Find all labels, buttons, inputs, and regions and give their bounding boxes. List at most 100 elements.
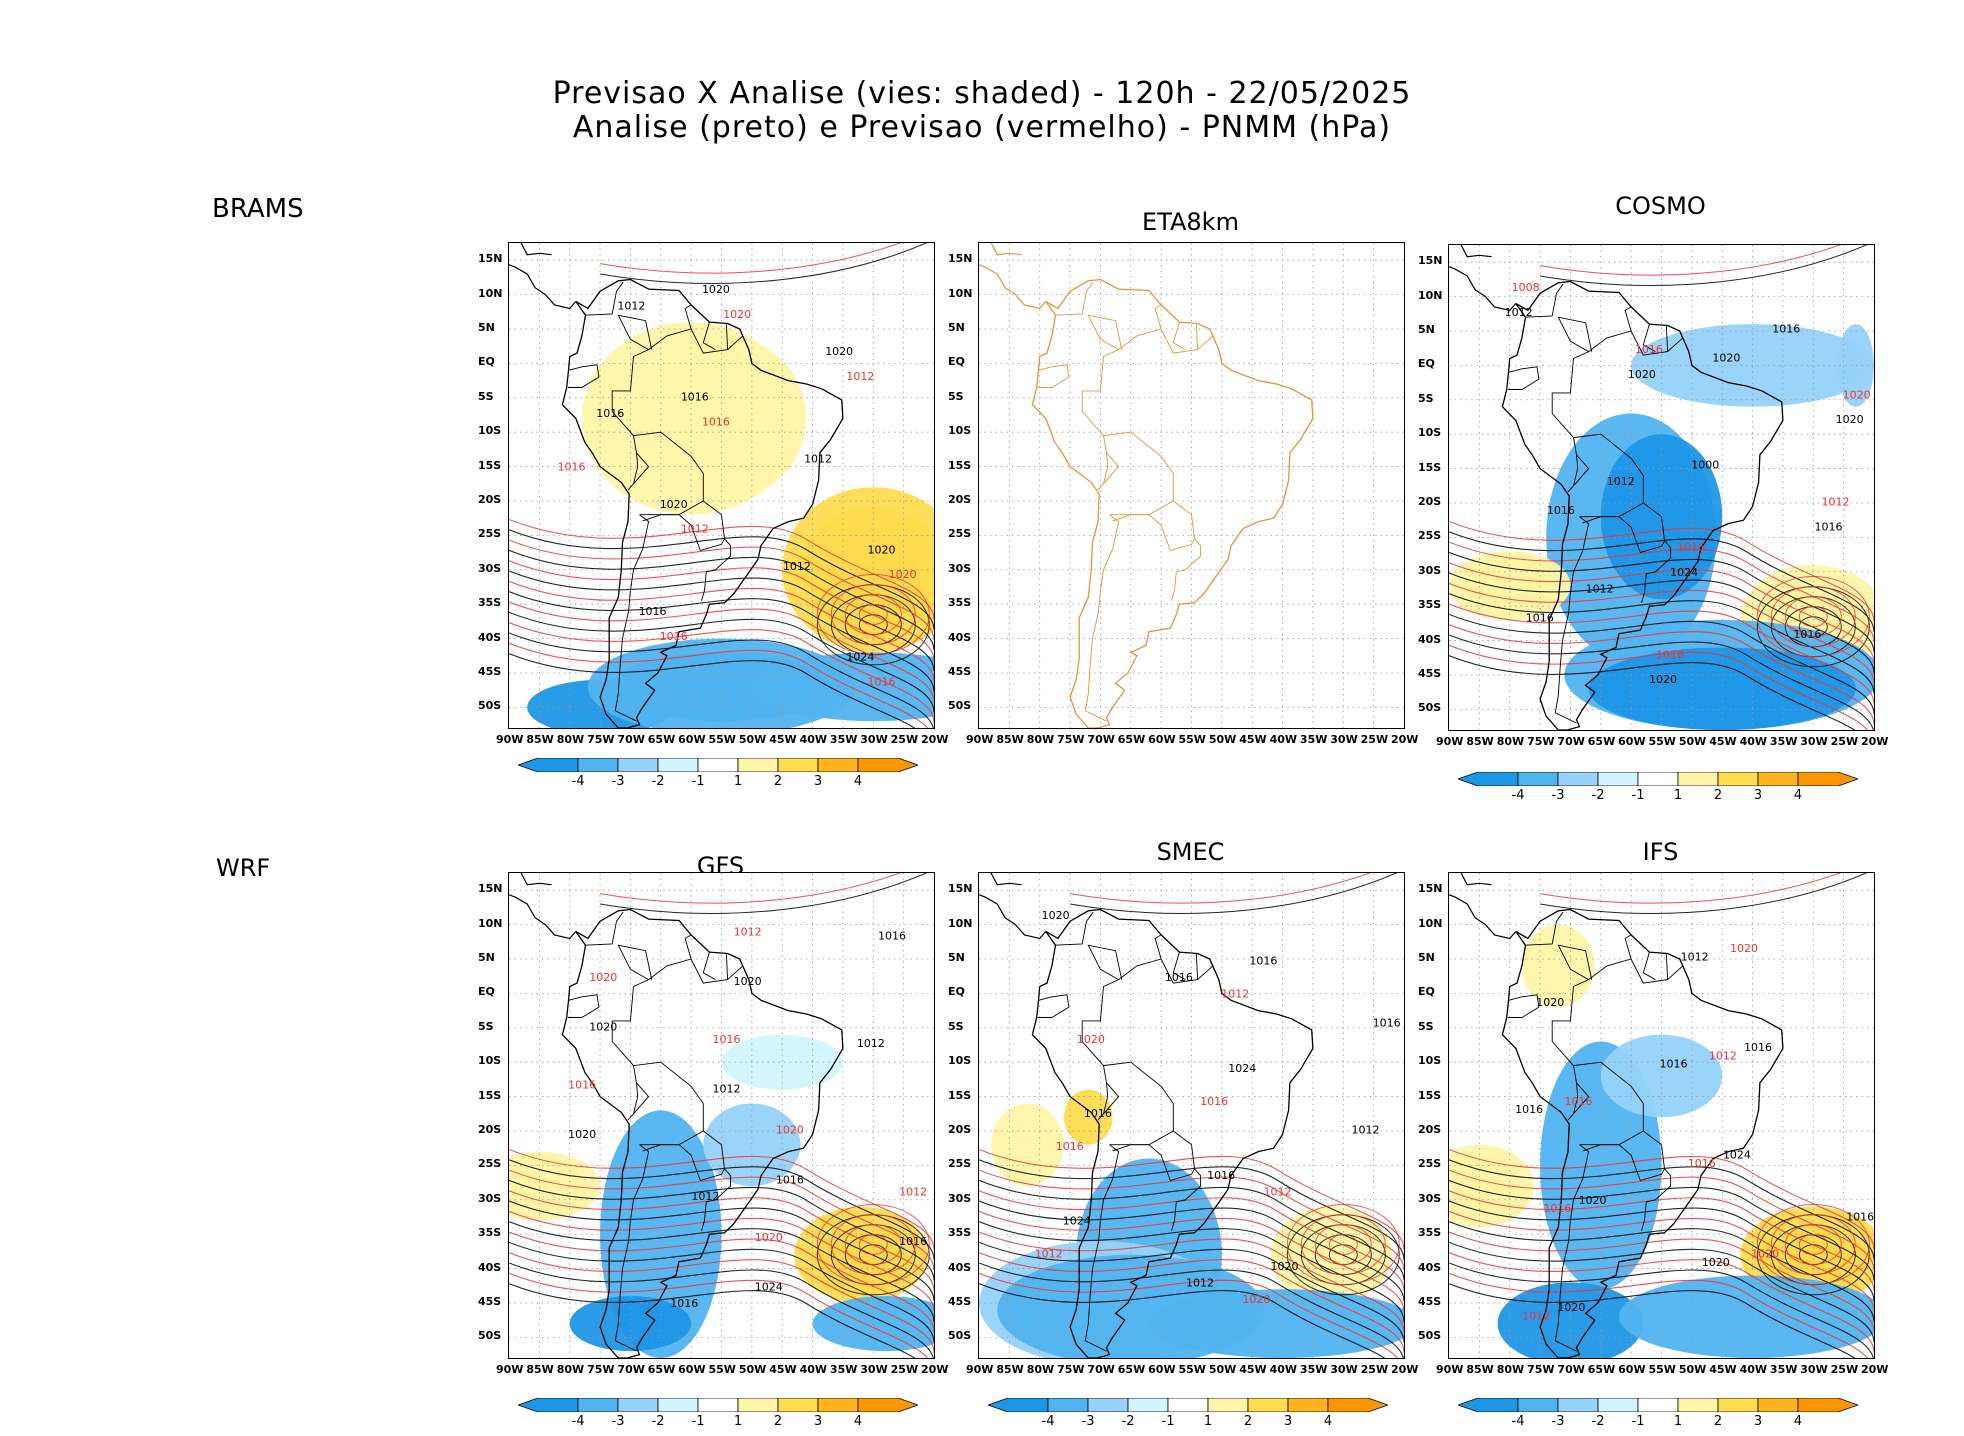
lat-tick-label: 15S	[1418, 460, 1442, 474]
lon-tick-label: 50W	[1678, 735, 1707, 748]
country-border	[678, 1144, 725, 1182]
coastline	[561, 908, 844, 1358]
colorbar-swatch	[1797, 1398, 1858, 1412]
row-label-wrf: WRF	[216, 854, 271, 882]
lon-tick-label: 40W	[1269, 733, 1298, 746]
isobar-forecast	[509, 642, 929, 728]
colorbar-tick-label: 1	[1673, 788, 1683, 803]
lon-tick-label: 60W	[1618, 735, 1646, 748]
colorbar-cosmo: -4 -3 -2 -1 1 2 3 4	[1458, 772, 1858, 808]
lon-tick-label: 70W	[1087, 733, 1115, 746]
isobar-forecast	[1449, 582, 1874, 684]
colorbar-swatch	[617, 758, 659, 772]
isobar-analysis	[599, 873, 928, 914]
lon-tick-label: 50W	[738, 733, 767, 746]
lat-tick-label: 20S	[1418, 494, 1442, 508]
colorbar-tick-label: 4	[1793, 1414, 1803, 1429]
country-border	[1037, 364, 1070, 388]
isobar-forecast	[1449, 1272, 1869, 1358]
lon-tick-label: 35W	[1769, 735, 1798, 748]
lon-tick-label: 65W	[1587, 735, 1616, 748]
lon-tick-label: 25W	[890, 733, 919, 746]
lon-tick-label: 60W	[1618, 1363, 1646, 1376]
country-border	[1171, 571, 1177, 601]
isobar-label: 1020	[776, 1124, 804, 1137]
lon-tick-label: 25W	[1360, 733, 1389, 746]
isobar-forecast	[1286, 1203, 1400, 1285]
country-border	[617, 944, 653, 980]
lon-tick-label: 45W	[1709, 735, 1737, 748]
isobar-analysis	[1449, 531, 1874, 632]
lat-tick-label: 5S	[478, 1019, 494, 1033]
colorbar-swatch	[1167, 1398, 1209, 1412]
lon-tick-label: 30W	[860, 733, 888, 746]
lon-tick-label: 35W	[829, 733, 858, 746]
lat-tick-label: 5S	[478, 389, 494, 403]
isobar-forecast	[816, 573, 930, 655]
isobar-label: 1012	[899, 1186, 927, 1199]
isobar-forecast	[830, 1213, 916, 1275]
colorbar-tick-label: -1	[1161, 1414, 1175, 1429]
isobar-label: 1020	[889, 568, 917, 581]
isobar-forecast	[509, 1252, 934, 1353]
lat-tick-label: 25S	[1418, 1157, 1442, 1171]
lon-tick-label: 30W	[1330, 1363, 1358, 1376]
colorbar-tick-label: 1	[733, 774, 743, 789]
country-border	[1195, 954, 1199, 980]
lat-tick-label: 10S	[1418, 1054, 1442, 1068]
isobar-analysis	[979, 1262, 1404, 1358]
isobar-label: 1016	[1056, 1140, 1084, 1153]
lon-tick-label: 50W	[738, 1363, 767, 1376]
isobar-label: 1012	[1264, 1186, 1292, 1199]
country-border	[1641, 573, 1647, 603]
map-svg-eta8km	[979, 243, 1404, 728]
country-border	[1618, 516, 1665, 554]
colorbar-tick-label: -4	[1041, 1414, 1055, 1429]
isobar-label: 1016	[702, 415, 730, 428]
panel-cosmo: COSMO 1012 1016 1012 1016 1020 1016 1020 1020 102…	[1418, 192, 1888, 748]
country-border	[1087, 314, 1123, 350]
lat-tick-label: 15S	[478, 1088, 502, 1102]
lat-tick-label: 10S	[948, 424, 972, 438]
country-border	[1172, 951, 1186, 980]
isobar-analysis	[1539, 245, 1868, 286]
isobar-forecast	[1798, 1233, 1828, 1255]
lat-tick-label: 30S	[478, 561, 502, 575]
colorbar-tick-label: 3	[1753, 1414, 1763, 1429]
isobar-label: 1016	[1660, 1058, 1688, 1071]
lat-tick-label: 15N	[478, 252, 503, 266]
colorbar-swatch	[1207, 1398, 1249, 1412]
isobar-label: 1020	[1242, 1293, 1270, 1306]
isobar-label: 1012	[1186, 1276, 1214, 1289]
colorbar-tick-label: -2	[1121, 1414, 1135, 1429]
lon-tick-label: 25W	[1360, 1363, 1389, 1376]
isobar-label: 1020	[1557, 1301, 1585, 1314]
isobar-label: 1012	[857, 1037, 885, 1050]
coastline	[1449, 894, 1517, 940]
isobar-label: 1016	[1688, 1157, 1716, 1170]
isobar-label: 1016	[1793, 628, 1821, 641]
lon-tick-label: 40W	[1269, 1363, 1298, 1376]
coastline	[561, 278, 844, 728]
isobar-label: 1012	[1822, 496, 1850, 509]
country-border	[1507, 366, 1540, 390]
isobar-label: 1012	[1607, 475, 1635, 488]
isobar-forecast	[1756, 575, 1870, 657]
lon-tick-label: 50W	[1208, 733, 1237, 746]
lon-tick-label: 60W	[1148, 1363, 1176, 1376]
lon-tick-label: 45W	[1239, 1363, 1267, 1376]
isobar-analysis	[1069, 873, 1398, 914]
map-svg-ifs: 1016 1016 1012 1016 1020 1020 1024 1020 1016 1020…	[1449, 873, 1874, 1358]
colorbar-ifs: -4 -3 -2 -1 1 2 3 4	[1458, 1398, 1858, 1434]
panel-ifs: IFS 1016 1016 1012 1016 1020 1020 1024 1020 1016 1…	[1418, 838, 1888, 1376]
panel-brams: 1016 1012 1012 1012 1016 1020 1020 1024 1016 1020…	[478, 242, 948, 746]
lon-tick-label: 80W	[1496, 1363, 1525, 1376]
colorbar-swatch	[1458, 772, 1519, 786]
lon-tick-label: 20W	[1391, 733, 1419, 746]
lon-tick-label: 90W	[496, 1363, 524, 1376]
isobar-forecast	[509, 580, 934, 682]
lon-tick-label: 30W	[1800, 1363, 1828, 1376]
colorbar-swatch	[1717, 772, 1759, 786]
colorbar-swatch	[1247, 1398, 1289, 1412]
lon-tick-label: 55W	[1648, 1363, 1676, 1376]
